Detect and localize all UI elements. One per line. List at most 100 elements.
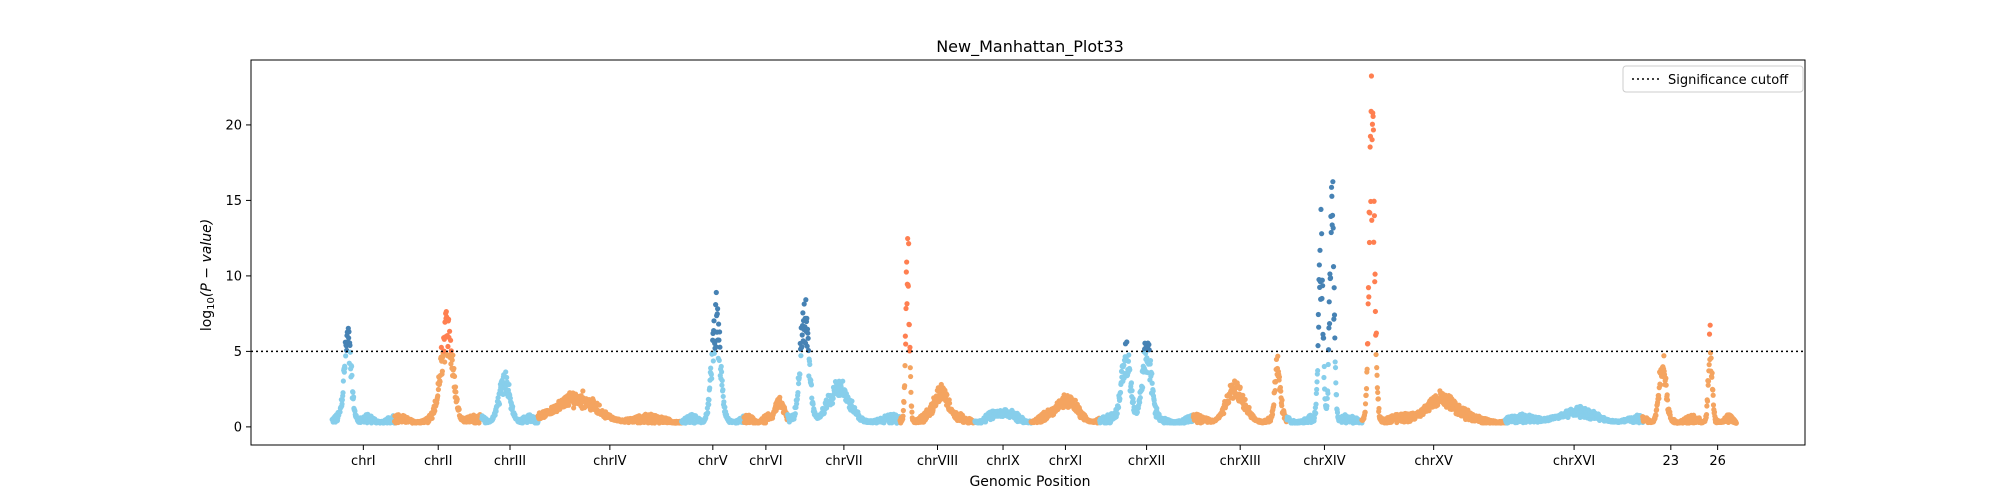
data-point	[777, 394, 783, 400]
data-point	[1663, 375, 1669, 381]
data-point	[1334, 409, 1341, 416]
data-point	[798, 353, 804, 359]
data-point	[1333, 380, 1339, 386]
data-point	[1332, 364, 1339, 371]
data-point	[1371, 239, 1377, 245]
data-point	[718, 369, 725, 375]
data-point	[901, 399, 907, 405]
data-point	[1331, 285, 1337, 291]
plot-area	[250, 59, 1806, 446]
data-point	[449, 357, 455, 363]
data-point	[337, 409, 343, 415]
x-tick-label: chrI	[351, 454, 376, 469]
data-point	[799, 344, 805, 350]
data-point	[1313, 390, 1319, 397]
data-point	[342, 365, 348, 371]
data-point	[721, 399, 727, 405]
data-point	[1140, 384, 1146, 391]
data-points	[329, 73, 1739, 426]
legend-label: Significance cutoff	[1668, 73, 1789, 88]
data-point	[1275, 353, 1281, 359]
data-point	[708, 365, 714, 371]
data-point	[1371, 198, 1377, 204]
data-point	[1320, 283, 1326, 289]
data-point	[1316, 324, 1322, 330]
data-point	[1279, 397, 1285, 403]
data-point	[1149, 380, 1155, 386]
data-point	[1327, 275, 1334, 281]
data-point	[1426, 408, 1432, 414]
y-axis-label-subscript: 10	[206, 297, 217, 310]
data-point	[719, 382, 725, 388]
x-tick-label: 23	[1663, 454, 1680, 469]
data-point	[907, 365, 913, 371]
data-point	[908, 373, 914, 380]
data-point	[1363, 386, 1370, 392]
data-point	[349, 372, 355, 378]
data-point	[1072, 397, 1078, 403]
chromosome-points	[391, 309, 485, 426]
data-point	[1368, 73, 1375, 79]
data-point	[804, 326, 811, 332]
data-point	[1279, 403, 1285, 409]
data-point	[1372, 271, 1378, 277]
data-point	[1328, 184, 1335, 190]
chromosome-points	[1097, 339, 1196, 426]
data-point	[454, 396, 460, 402]
data-point	[1331, 316, 1337, 322]
data-point	[1365, 301, 1371, 307]
data-point	[908, 389, 914, 395]
x-tick-label: chrXIII	[1220, 454, 1261, 469]
data-point	[904, 259, 910, 265]
chromosome-points	[1502, 403, 1646, 426]
data-point	[340, 390, 346, 396]
data-point	[1325, 361, 1331, 368]
data-point	[706, 402, 712, 408]
data-point	[713, 302, 719, 308]
data-point	[1137, 399, 1143, 406]
data-point	[346, 329, 352, 335]
data-point	[717, 344, 723, 350]
y-tick-label: 5	[234, 345, 242, 360]
data-point	[902, 363, 908, 369]
data-point	[722, 404, 728, 410]
x-tick-label: chrVI	[749, 454, 782, 469]
data-point	[1137, 395, 1143, 401]
data-point	[1117, 389, 1124, 396]
x-axis-label: Genomic Position	[969, 474, 1090, 490]
data-point	[450, 352, 456, 358]
data-point	[1134, 409, 1140, 415]
data-point	[805, 330, 811, 336]
data-point	[1328, 229, 1334, 236]
x-tick-label: chrIX	[986, 454, 1020, 469]
data-point	[1366, 239, 1373, 246]
x-tick-label: chrVIII	[917, 454, 958, 469]
data-point	[439, 368, 445, 374]
data-point	[909, 409, 915, 415]
data-point	[713, 289, 719, 296]
data-point	[1272, 388, 1278, 394]
data-point	[718, 363, 724, 370]
data-point	[792, 411, 798, 417]
data-point	[830, 395, 836, 402]
data-point	[1367, 144, 1373, 150]
data-point	[503, 369, 509, 375]
data-point	[456, 406, 462, 412]
chromosome-points	[679, 289, 747, 426]
data-point	[340, 378, 346, 384]
y-tick-label: 20	[225, 118, 242, 133]
data-point	[1321, 335, 1327, 341]
x-tick-label: chrXIV	[1303, 454, 1345, 469]
axes-frame	[250, 59, 1806, 446]
data-point	[1226, 399, 1232, 406]
data-point	[1319, 295, 1325, 302]
data-point	[1124, 339, 1130, 345]
data-point	[1365, 341, 1371, 347]
data-point	[1278, 388, 1284, 394]
data-point	[1710, 387, 1716, 393]
data-point	[1330, 179, 1336, 185]
y-axis-label: log10(P − value)	[199, 219, 217, 331]
data-point	[904, 301, 910, 307]
data-point	[803, 297, 809, 303]
data-point	[708, 371, 714, 378]
